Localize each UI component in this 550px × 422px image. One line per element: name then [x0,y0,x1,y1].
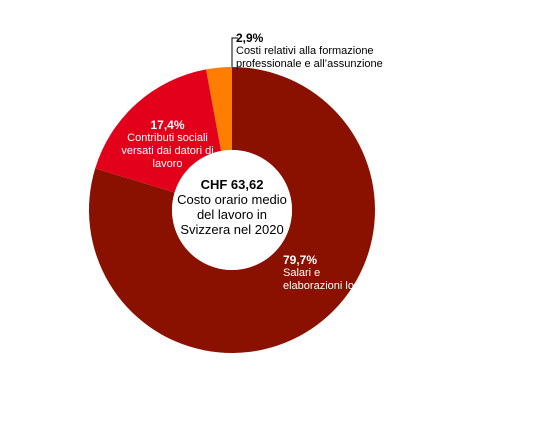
slice-label: 17,4% Contributi sociali versati dai dato… [120,118,215,171]
slice [88,67,375,353]
slice-label: 79,7% Salari e elaborazioni lordi [283,253,373,293]
value-label: 79,7% [283,253,318,267]
value-label: 2,9% [236,31,264,45]
category-label: Contributi sociali versati dai datori di… [121,132,214,170]
category-label: Salari e elaborazioni lordi [283,267,367,292]
slice-label: 2,9% Costi relativi alla formazione profe… [236,31,396,71]
center-text: Costo orario medio del lavoro in Svizzer… [177,192,287,237]
center-label: CHF 63,62 Costo orario medio del lavoro … [177,177,287,237]
leader-line [231,37,238,67]
value-label: 17,4% [150,118,185,132]
slice [206,67,232,151]
center-title: CHF 63,62 [200,177,264,192]
slice [95,69,222,193]
donut-hole [172,150,292,270]
category-label: Costi relativi alla formazione professio… [236,45,383,70]
